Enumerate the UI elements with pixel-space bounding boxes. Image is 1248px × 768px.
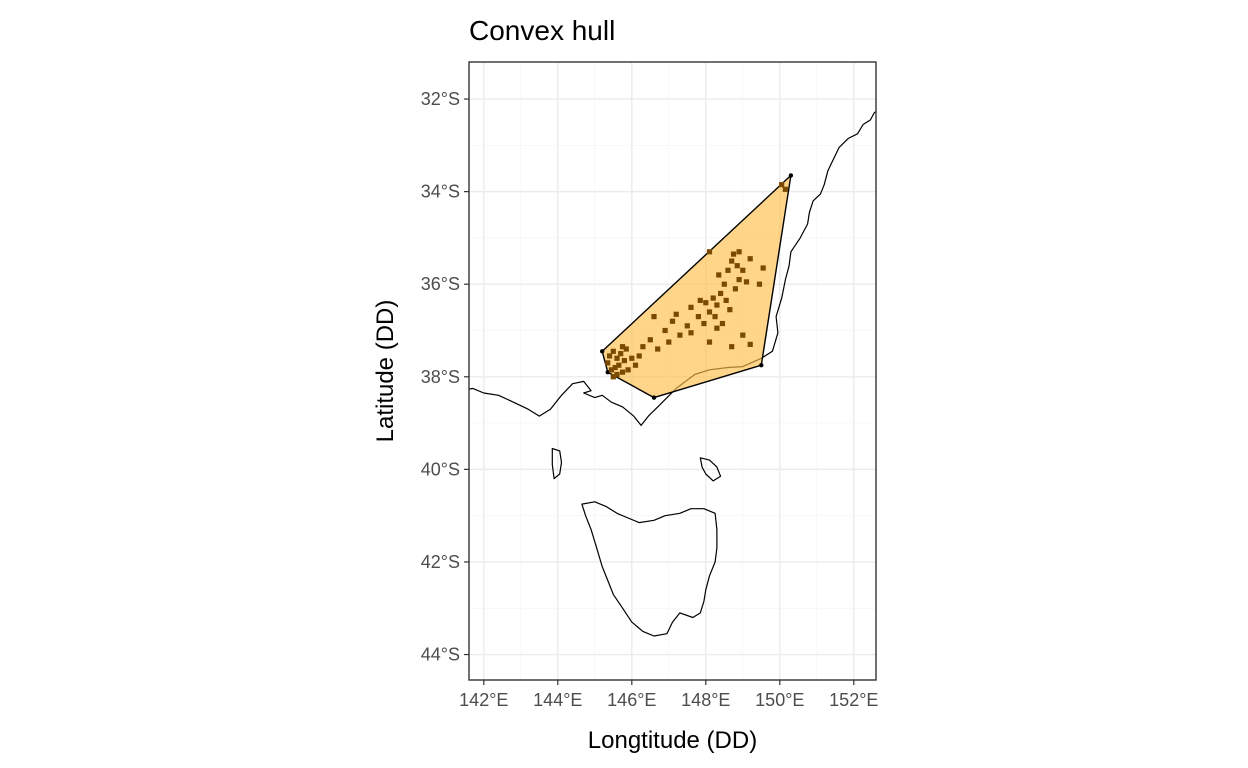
data-point	[688, 304, 694, 310]
panel-border	[468, 61, 877, 681]
data-point	[621, 357, 627, 364]
data-point	[716, 272, 722, 278]
y-tick-label: 44°S	[421, 645, 460, 665]
occurrence-points	[605, 182, 788, 380]
hull-vertex	[651, 395, 657, 400]
data-point	[743, 279, 750, 285]
data-point	[729, 344, 735, 350]
x-tick-label: 146°E	[607, 690, 656, 710]
data-point	[710, 295, 716, 301]
data-point	[719, 320, 726, 327]
x-tick-label: 142°E	[459, 690, 508, 710]
data-point	[756, 281, 763, 287]
data-point	[703, 300, 709, 306]
x-tick-label: 150°E	[755, 690, 804, 710]
data-point	[608, 367, 615, 373]
data-point	[669, 318, 676, 324]
data-point	[706, 309, 713, 315]
data-point	[730, 251, 737, 257]
x-tick-label: 152°E	[829, 690, 878, 710]
y-tick-label: 34°S	[421, 182, 460, 202]
x-tick-label: 148°E	[681, 690, 730, 710]
data-point	[616, 362, 622, 368]
data-point	[734, 263, 740, 269]
data-point	[651, 314, 657, 320]
data-point	[619, 369, 626, 375]
data-point	[736, 276, 742, 283]
data-point	[688, 330, 694, 336]
data-point	[655, 346, 661, 352]
coastline-tasmania	[581, 501, 718, 637]
data-point	[640, 344, 646, 350]
y-axis-title: Latitude (DD)	[372, 300, 399, 443]
data-point	[701, 320, 707, 327]
data-point	[673, 311, 679, 317]
data-point	[706, 339, 713, 345]
data-point	[619, 344, 626, 350]
x-axis-title: Longtitude (DD)	[588, 727, 757, 754]
data-point	[666, 339, 672, 345]
coastline-flinders-island	[699, 457, 722, 482]
data-point	[610, 374, 616, 380]
data-point	[736, 249, 742, 255]
data-point	[605, 360, 611, 366]
data-point	[725, 267, 731, 273]
data-point	[632, 362, 639, 368]
y-tick-label: 36°S	[421, 274, 460, 294]
data-point	[782, 186, 788, 192]
data-point	[718, 290, 724, 297]
data-point	[740, 332, 746, 338]
hull-vertex	[759, 363, 764, 368]
data-point	[697, 297, 703, 304]
data-point	[740, 267, 746, 273]
map-layer	[469, 110, 876, 637]
data-point	[706, 249, 713, 255]
data-point	[695, 314, 701, 320]
data-point	[723, 297, 729, 304]
data-point	[760, 265, 766, 271]
data-point	[607, 353, 613, 359]
y-tick-label: 42°S	[421, 552, 460, 572]
hull-vertex	[788, 173, 794, 178]
chart-title: Convex hull	[469, 15, 615, 46]
data-point	[612, 364, 618, 371]
data-point	[618, 351, 624, 357]
data-point	[636, 353, 642, 359]
data-point	[747, 256, 753, 262]
coastline-king-island	[551, 447, 563, 480]
data-point	[662, 327, 668, 334]
data-point	[732, 286, 738, 292]
data-point	[647, 337, 653, 343]
hull-vertex	[600, 349, 605, 354]
data-point	[625, 367, 631, 373]
data-point	[721, 281, 727, 287]
y-tick-label: 40°S	[421, 459, 460, 479]
data-point	[779, 182, 785, 188]
x-tick-label: 144°E	[533, 690, 582, 710]
y-tick-label: 32°S	[421, 89, 460, 109]
data-point	[614, 355, 620, 361]
data-point	[727, 307, 733, 313]
data-point	[712, 314, 718, 320]
data-point	[747, 341, 753, 347]
data-point	[614, 371, 620, 378]
data-point	[623, 346, 629, 352]
data-point	[714, 325, 720, 331]
data-point	[629, 355, 635, 361]
data-point	[684, 323, 690, 329]
data-point	[714, 302, 720, 308]
data-point	[729, 258, 735, 264]
data-point	[677, 332, 683, 338]
y-tick-label: 38°S	[421, 367, 460, 387]
data-point	[610, 348, 616, 354]
